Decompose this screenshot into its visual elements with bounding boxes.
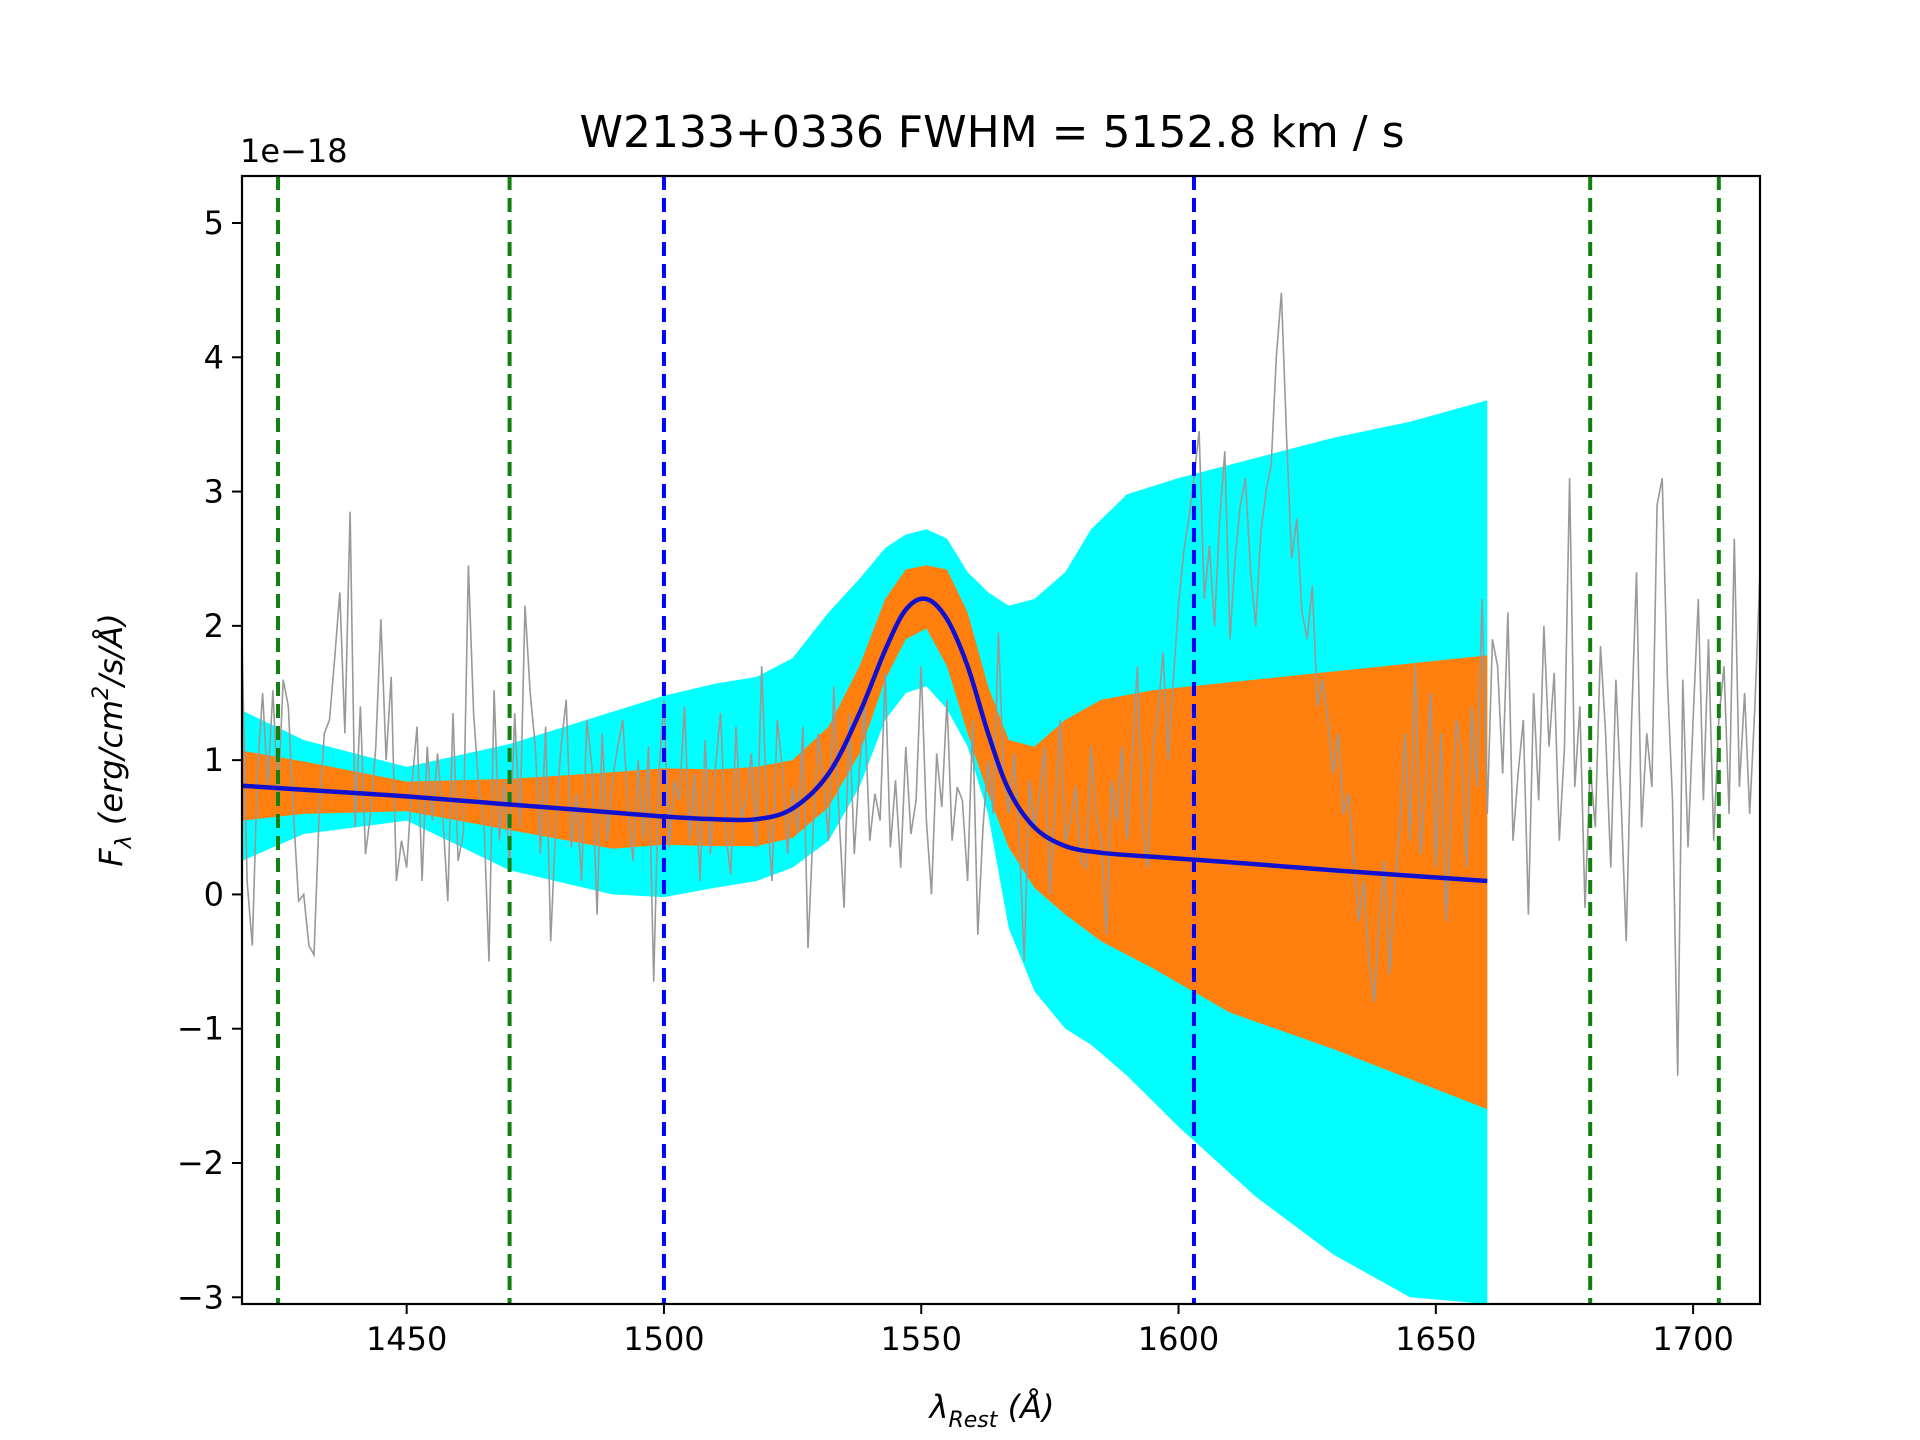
outer-error-band: [242, 400, 1488, 1304]
x-tick-label: 1600: [1138, 1320, 1219, 1358]
y-tick-label: 2: [204, 607, 224, 645]
y-tick-label: 0: [204, 875, 224, 913]
plot-area: [242, 176, 1760, 1304]
y-axis-label-superscript: 2: [89, 686, 114, 700]
y-tick-label: 4: [204, 338, 224, 376]
y-axis-label-subscript: λ: [112, 835, 137, 849]
x-axis-label-symbol: λ: [928, 1388, 949, 1426]
x-tick-label: 1500: [623, 1320, 704, 1358]
y-tick-label: −3: [177, 1278, 224, 1316]
x-axis-label-unit: (Å): [997, 1388, 1054, 1426]
x-tick-label: 1550: [881, 1320, 962, 1358]
x-tick-label: 1450: [366, 1320, 447, 1358]
inner-error-band: [242, 565, 1488, 1110]
x-axis-label: λRest (Å): [928, 1388, 1055, 1433]
axis-ticks: 1450 1500 1550 1600 1650 1700 −3 −2 −1 0 1 2 3 4 5: [177, 204, 1734, 1358]
y-axis-label-symbol: F: [92, 848, 130, 867]
x-tick-label: 1700: [1652, 1320, 1733, 1358]
x-tick-label: 1650: [1395, 1320, 1476, 1358]
y-offset-label: 1e−18: [240, 132, 348, 170]
y-axis-label-unit-open: (erg/cm: [92, 700, 130, 835]
y-tick-label: 3: [204, 473, 224, 511]
plot-frame: [240, 174, 1762, 1306]
x-axis-label-subscript: Rest: [948, 1408, 998, 1433]
y-tick-label: 5: [204, 204, 224, 242]
y-axis-label: Fλ (erg/cm2/s/Å): [89, 613, 137, 866]
y-tick-label: 1: [204, 741, 224, 779]
chart-title: W2133+0336 FWHM = 5152.8 km / s: [579, 107, 1404, 158]
fit-curve: [242, 596, 1488, 884]
y-tick-label: −1: [177, 1010, 224, 1048]
y-tick-label: −2: [177, 1144, 224, 1182]
spectrum-line: [242, 292, 1760, 1076]
y-axis-label-unit-close: /s/Å): [92, 613, 130, 689]
